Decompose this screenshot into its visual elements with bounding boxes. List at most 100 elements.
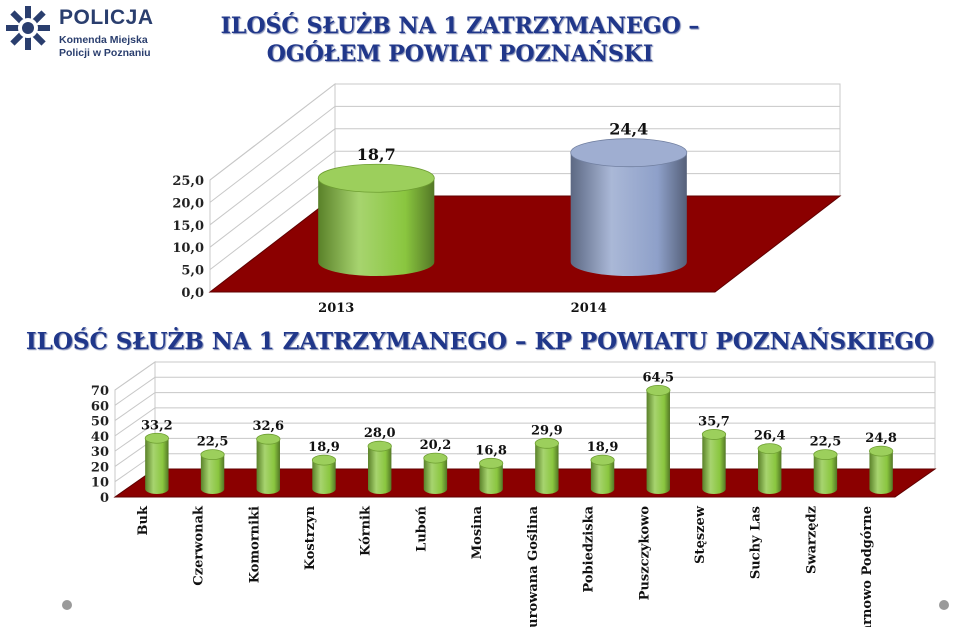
y-tick-label: 70: [91, 384, 109, 399]
y-tick-label: 5,0: [181, 264, 204, 279]
y-tick-label: 60: [91, 399, 109, 414]
bar-body: [200, 454, 225, 494]
bar-top: [479, 457, 504, 469]
gridline: [114, 422, 935, 452]
bar-top: [869, 445, 894, 457]
bar: [813, 449, 838, 494]
slide-dot-left: [62, 600, 72, 610]
category-label: Komorniki: [247, 506, 262, 583]
category-label: Murowana Goślina: [526, 505, 541, 627]
logo-name: POLICJA: [59, 6, 154, 29]
bar-body: [145, 438, 169, 494]
bar-body: [702, 434, 726, 494]
bar-body: [368, 446, 392, 494]
bar: [570, 138, 688, 276]
bar-top: [646, 385, 671, 396]
gridline: [114, 392, 935, 421]
slide-dot-right: [939, 600, 949, 610]
data-label: 24,8: [865, 431, 897, 446]
y-tick-label: 50: [91, 415, 109, 430]
police-logo: POLICJA Komenda Miejska Policji w Poznan…: [4, 4, 154, 60]
bar-body: [256, 439, 280, 494]
bar-body: [312, 460, 336, 494]
bar: [534, 437, 559, 494]
bar: [144, 432, 169, 494]
y-tick-label: 10,0: [172, 241, 204, 256]
logo-line1: Komenda Miejska: [59, 34, 148, 46]
bar: [701, 429, 727, 494]
data-label: 20,2: [420, 438, 452, 453]
bar-body: [813, 454, 838, 494]
bar-body: [318, 178, 435, 276]
bar: [869, 445, 894, 494]
top-title-line1: ILOŚĆ SŁUŻB NA 1 ZATRZYMANEGO –: [220, 13, 700, 39]
data-label: 22,5: [197, 435, 229, 450]
y-tick-label: 40: [91, 430, 109, 445]
bar: [200, 449, 225, 494]
category-label: Buk: [136, 505, 151, 535]
bar-top: [590, 454, 615, 466]
category-label: Pobiedziska: [582, 505, 597, 592]
data-label: 29,9: [531, 423, 563, 438]
category-label: Czerwonak: [192, 505, 207, 586]
y-tick-label: 20,0: [172, 196, 204, 211]
bar-body: [590, 460, 615, 494]
data-label: 24,4: [609, 120, 648, 139]
y-tick-label: 15,0: [172, 219, 204, 234]
logo-line2: Policji w Poznaniu: [59, 47, 151, 59]
chart-0: 0,0 5,0 10,0 15,0 20,0 25,0 18,7 2013 24,4 2014: [172, 82, 842, 316]
category-label: Luboń: [414, 505, 429, 551]
category-label: Puszczykowo: [637, 506, 652, 601]
category-label: Swarzędz: [804, 506, 819, 574]
top-title-line2: OGÓŁEM POWIAT POZNAŃSKI: [266, 41, 654, 67]
gridline: [209, 83, 840, 181]
bar: [256, 433, 281, 494]
data-label: 26,4: [754, 429, 786, 444]
gridline: [114, 407, 935, 437]
bar-body: [869, 451, 893, 494]
bar: [479, 457, 504, 494]
data-label: 18,9: [308, 440, 340, 455]
data-label: 18,7: [357, 145, 396, 164]
bar: [423, 452, 448, 494]
bar-top: [367, 440, 392, 452]
bottom-title: ILOŚĆ SŁUŻB NA 1 ZATRZYMANEGO – KP POWIA…: [25, 328, 935, 355]
y-tick-label: 25,0: [172, 174, 204, 189]
bar-top: [423, 452, 448, 464]
y-tick-label: 0,0: [181, 286, 204, 301]
bar-top: [200, 449, 225, 461]
category-label: Stęszew: [693, 505, 708, 564]
bar: [646, 385, 671, 494]
bar-top: [813, 449, 838, 461]
chart-floor: [113, 468, 937, 498]
y-tick-label: 30: [91, 445, 109, 460]
data-label: 28,0: [364, 426, 396, 441]
bar-top: [757, 443, 782, 455]
y-tick-label: 20: [91, 460, 109, 475]
bar: [367, 440, 392, 494]
data-label: 35,7: [698, 414, 730, 429]
bar-body: [479, 463, 503, 494]
gridline: [209, 105, 840, 203]
category-label: Tarnowo Podgórne: [860, 506, 875, 627]
category-label: Kórnik: [359, 505, 374, 556]
bar-body: [535, 443, 559, 494]
bar: [311, 454, 337, 494]
category-label: 2014: [571, 301, 607, 316]
bar-top: [570, 138, 688, 168]
police-star-icon: [6, 6, 50, 50]
y-tick-label: 10: [91, 476, 109, 491]
bar-top: [534, 437, 559, 449]
bar: [590, 454, 615, 494]
category-label: Kostrzyn: [303, 505, 318, 570]
data-label: 32,6: [252, 419, 284, 434]
category-label: Mosina: [470, 505, 485, 559]
gridline: [114, 361, 935, 391]
gridline: [209, 128, 840, 226]
bar: [317, 163, 435, 276]
bar-top: [701, 429, 727, 440]
bar-top: [317, 163, 435, 193]
bar-body: [570, 152, 687, 276]
